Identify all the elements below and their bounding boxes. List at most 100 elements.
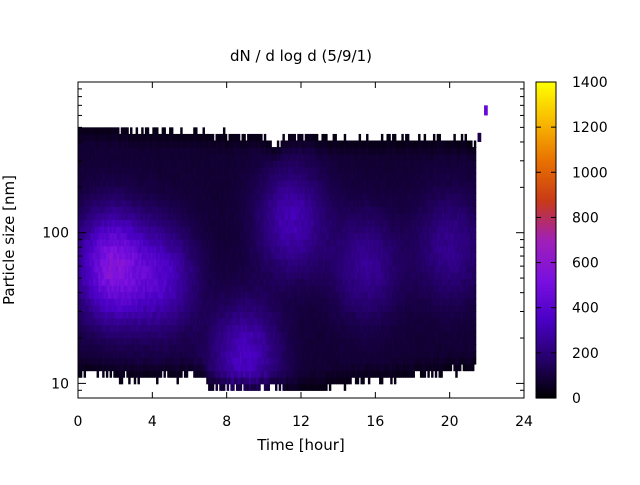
heatmap-cell xyxy=(202,193,205,201)
heatmap-cell xyxy=(280,186,284,194)
heatmap-cell xyxy=(263,337,267,345)
heatmap-cell xyxy=(126,160,129,168)
heatmap-cell xyxy=(81,153,85,161)
heatmap-cell xyxy=(243,278,246,286)
heatmap-cell xyxy=(221,206,224,214)
heatmap-cell xyxy=(85,225,88,234)
heatmap-cell xyxy=(252,285,256,293)
heatmap-cell xyxy=(299,364,302,372)
heatmap-cell xyxy=(91,317,94,326)
heatmap-cell xyxy=(226,377,230,385)
heatmap-cell xyxy=(260,377,263,385)
heatmap-cell xyxy=(91,186,94,194)
heatmap-cell xyxy=(258,324,261,332)
heatmap-cell xyxy=(301,199,304,207)
heatmap-cell xyxy=(256,357,259,365)
heatmap-cell xyxy=(254,133,257,142)
heatmap-cell xyxy=(241,206,244,214)
heatmap-cell xyxy=(141,245,144,253)
heatmap-cell xyxy=(87,278,90,286)
heatmap-cell xyxy=(274,291,278,299)
heatmap-cell xyxy=(131,324,135,332)
heatmap-cell xyxy=(267,337,271,345)
heatmap-cell xyxy=(282,186,285,194)
heatmap-cell xyxy=(241,232,244,240)
heatmap-cell xyxy=(170,219,174,227)
heatmap-cell xyxy=(198,350,202,359)
heatmap-cell xyxy=(92,212,96,220)
heatmap-cell xyxy=(314,179,317,188)
heatmap-cell xyxy=(209,317,213,326)
heatmap-cell xyxy=(172,179,176,188)
heatmap-cell xyxy=(117,298,120,306)
heatmap-cell xyxy=(271,193,274,201)
heatmap-cell xyxy=(280,160,284,168)
heatmap-cell xyxy=(222,127,226,135)
heatmap-cell xyxy=(301,383,304,391)
heatmap-cell xyxy=(247,364,250,372)
heatmap-cell xyxy=(265,311,269,319)
heatmap-cell xyxy=(146,271,150,280)
heatmap-cell xyxy=(291,193,295,201)
heatmap-cell xyxy=(265,239,269,247)
heatmap-cell xyxy=(189,225,192,234)
heatmap-cell xyxy=(176,219,179,227)
heatmap-cell xyxy=(241,140,244,148)
heatmap-cell xyxy=(144,232,148,240)
heatmap-cell xyxy=(317,206,321,214)
heatmap-cell xyxy=(319,344,323,352)
heatmap-cell xyxy=(211,179,215,188)
heatmap-cell xyxy=(222,193,226,201)
heatmap-cell xyxy=(317,258,321,266)
heatmap-cell xyxy=(161,193,165,201)
heatmap-cell xyxy=(317,219,321,227)
heatmap-cell xyxy=(117,278,120,286)
heatmap-cell xyxy=(195,331,198,339)
heatmap-cell xyxy=(239,219,243,227)
heatmap-cell xyxy=(293,364,297,372)
heatmap-cell xyxy=(176,186,179,194)
heatmap-cell xyxy=(183,337,187,345)
heatmap-cell xyxy=(254,271,257,280)
heatmap-cell xyxy=(141,324,144,332)
heatmap-cell xyxy=(312,219,315,227)
heatmap-cell xyxy=(120,173,124,181)
heatmap-cell xyxy=(273,160,276,168)
heatmap-cell xyxy=(267,199,271,207)
heatmap-cell xyxy=(185,166,189,174)
heatmap-cell xyxy=(130,199,133,207)
heatmap-cell xyxy=(234,206,237,214)
heatmap-cell xyxy=(174,245,178,253)
heatmap-cell xyxy=(109,186,113,194)
heatmap-cell xyxy=(250,153,254,161)
heatmap-cell xyxy=(161,179,165,188)
heatmap-cell xyxy=(85,265,88,273)
heatmap-cell xyxy=(291,140,295,148)
heatmap-cell xyxy=(170,212,174,220)
heatmap-cell xyxy=(198,317,202,326)
heatmap-cell xyxy=(234,193,237,201)
heatmap-cell xyxy=(89,258,92,266)
heatmap-cell xyxy=(113,350,116,359)
heatmap-cell xyxy=(163,311,166,319)
heatmap-cell xyxy=(195,232,198,240)
heatmap-cell xyxy=(208,324,211,332)
heatmap-cell xyxy=(167,212,170,220)
heatmap-cell xyxy=(172,140,176,148)
heatmap-cell xyxy=(267,179,271,188)
heatmap-cell xyxy=(247,153,250,161)
heatmap-cell xyxy=(271,350,274,359)
heatmap-cell xyxy=(113,140,116,148)
heatmap-cell xyxy=(241,311,244,319)
heatmap-cell xyxy=(143,153,146,161)
heatmap-cell xyxy=(120,304,124,313)
heatmap-cell xyxy=(237,337,241,345)
heatmap-cell xyxy=(286,383,289,391)
heatmap-cell xyxy=(284,252,287,260)
heatmap-cell xyxy=(299,357,302,365)
heatmap-cell xyxy=(94,212,98,220)
heatmap-cell xyxy=(131,232,135,240)
heatmap-cell xyxy=(150,364,153,372)
heatmap-cell xyxy=(185,344,189,352)
heatmap-cell xyxy=(306,304,310,313)
